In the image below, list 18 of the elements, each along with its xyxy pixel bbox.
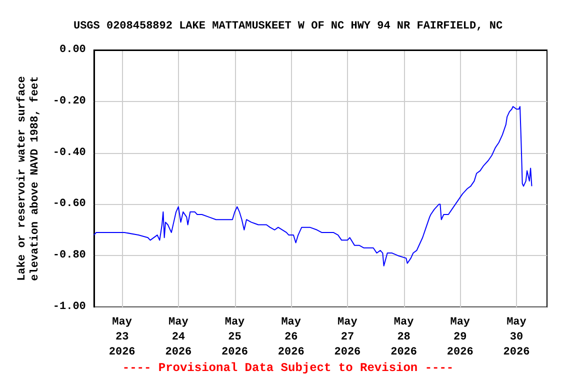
y-tick-label: -1.00: [52, 301, 86, 313]
chart-title: USGS 0208458892 LAKE MATTAMUSKEET W OF NC HWY 94 NR FAIRFIELD, NC: [73, 20, 503, 32]
y-tick-label: -0.20: [52, 95, 86, 108]
text: ---- Provisional Data Subject to Revision ----: [122, 361, 454, 375]
x-tick-label: May 24 2026: [165, 316, 192, 358]
y-tick-label: -0.60: [52, 198, 86, 210]
x-tick-label: May 25 2026: [222, 316, 248, 358]
x-tick-label: May 29 2026: [446, 316, 474, 358]
x-tick-label: May 26 2026: [278, 316, 304, 358]
y-axis-title: Lake or reservoir water surface elevation above NAVD 1988, feet: [16, 76, 42, 281]
y-tick-label: -0.80: [52, 250, 86, 262]
x-tick-label: May 28 2026: [390, 316, 417, 358]
y-tick-label: 0.00: [60, 44, 86, 56]
y-tick-label: -0.40: [52, 146, 86, 159]
x-tick-label: May 30 2026: [503, 316, 530, 358]
x-tick-label: May 23 2026: [108, 316, 136, 358]
line-series: [93, 106, 532, 266]
x-tick-label: May 27 2026: [334, 316, 361, 358]
